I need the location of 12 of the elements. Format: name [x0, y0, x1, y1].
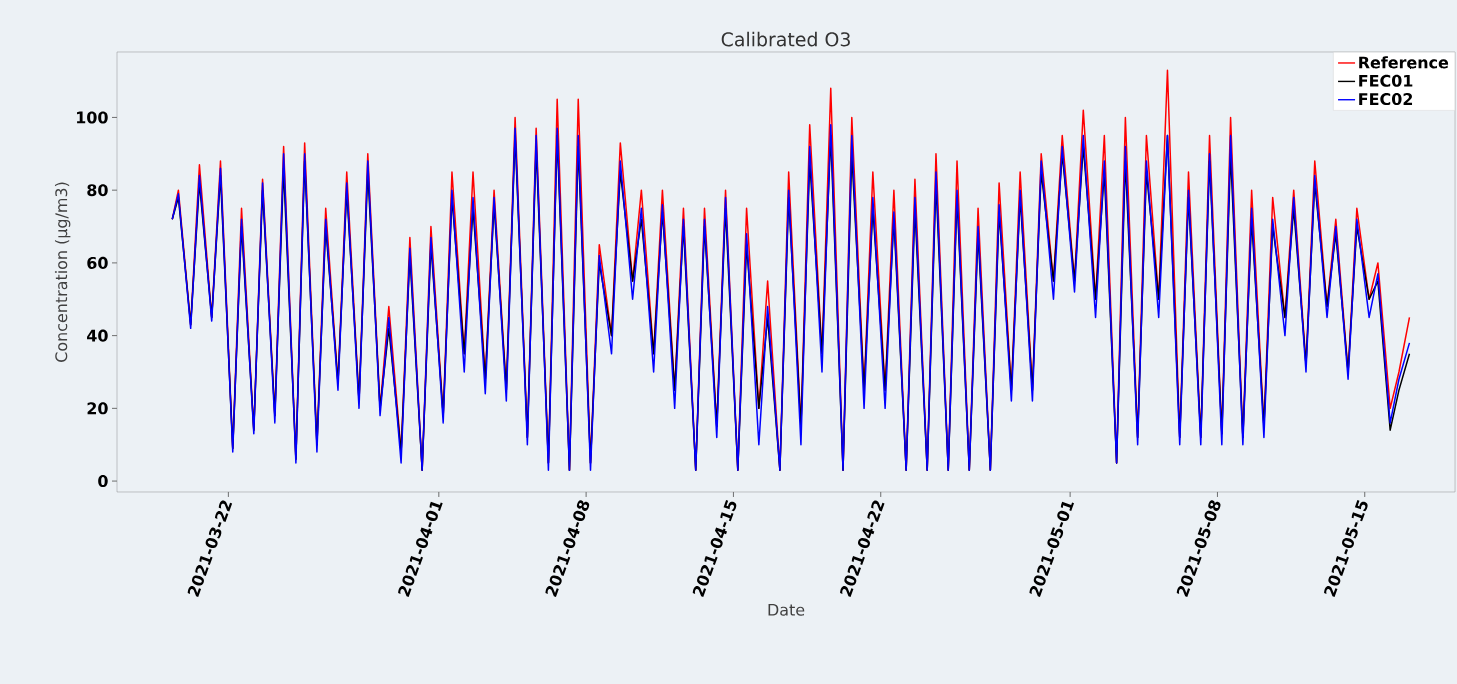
- y-tick-label: 60: [87, 256, 108, 269]
- y-tick-label: 40: [87, 329, 108, 342]
- x-axis-title: Date: [768, 603, 805, 616]
- legend-label: FEC02: [1359, 93, 1413, 106]
- legend-label: Reference: [1359, 56, 1449, 69]
- y-tick-label: 20: [87, 402, 108, 415]
- y-axis-title: Concentration (µg/m3): [54, 182, 71, 362]
- y-tick-label: 80: [87, 184, 108, 197]
- y-tick-label: 100: [77, 111, 108, 124]
- chart-title: Calibrated O3: [721, 31, 850, 47]
- y-tick-label: 0: [98, 475, 108, 488]
- legend-label: FEC01: [1359, 74, 1413, 87]
